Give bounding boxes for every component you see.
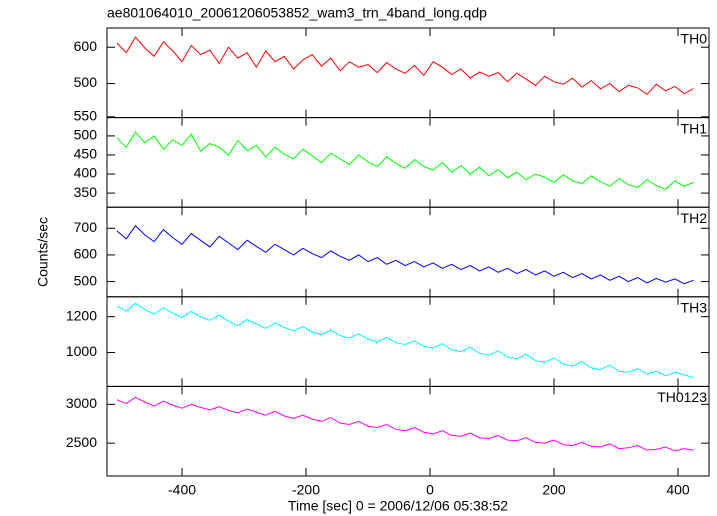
y-tick-label: 500 (74, 272, 98, 288)
y-tick-label: 1000 (66, 343, 97, 359)
x-tick-label: 400 (666, 482, 690, 498)
data-line (116, 302, 694, 379)
data-line (116, 36, 694, 96)
y-tick-label: 400 (74, 165, 98, 181)
data-line (116, 131, 694, 190)
panel-frame (106, 296, 710, 387)
y-tick-label: 700 (74, 219, 98, 235)
y-tick-label: 500 (74, 74, 98, 90)
x-tick-label: 0 (426, 482, 434, 498)
y-tick-label: 600 (74, 246, 98, 262)
x-tick-label: -200 (292, 482, 320, 498)
y-tick-label: 350 (74, 184, 98, 200)
panel-frame (106, 117, 710, 208)
panel-label: TH0 (681, 31, 708, 47)
x-tick-label: 200 (542, 482, 566, 498)
panel-label: TH3 (681, 300, 708, 316)
x-axis-label: Time [sec] 0 = 2006/12/06 05:38:52 (288, 498, 508, 514)
y-tick-label: 2500 (66, 434, 97, 450)
panel-label: TH0123 (657, 389, 707, 405)
panel-frame (106, 206, 710, 298)
panel-label: TH2 (681, 210, 708, 226)
y-tick-label: 1200 (66, 307, 97, 323)
x-tick-label: -400 (168, 482, 196, 498)
panel-label: TH1 (681, 120, 708, 136)
y-tick-label: 600 (74, 38, 98, 54)
data-line (116, 224, 694, 285)
y-tick-label: 550 (74, 108, 98, 124)
y-tick-label: 450 (74, 146, 98, 162)
y-tick-label: 3000 (66, 395, 97, 411)
y-axis-label: Counts/sec (35, 217, 51, 287)
panel-frame (106, 27, 710, 119)
data-line (116, 396, 694, 452)
y-tick-label: 500 (74, 127, 98, 143)
panel-frame (106, 385, 710, 477)
chart-title: ae801064010_20061206053852_wam3_trn_4ban… (107, 5, 487, 21)
